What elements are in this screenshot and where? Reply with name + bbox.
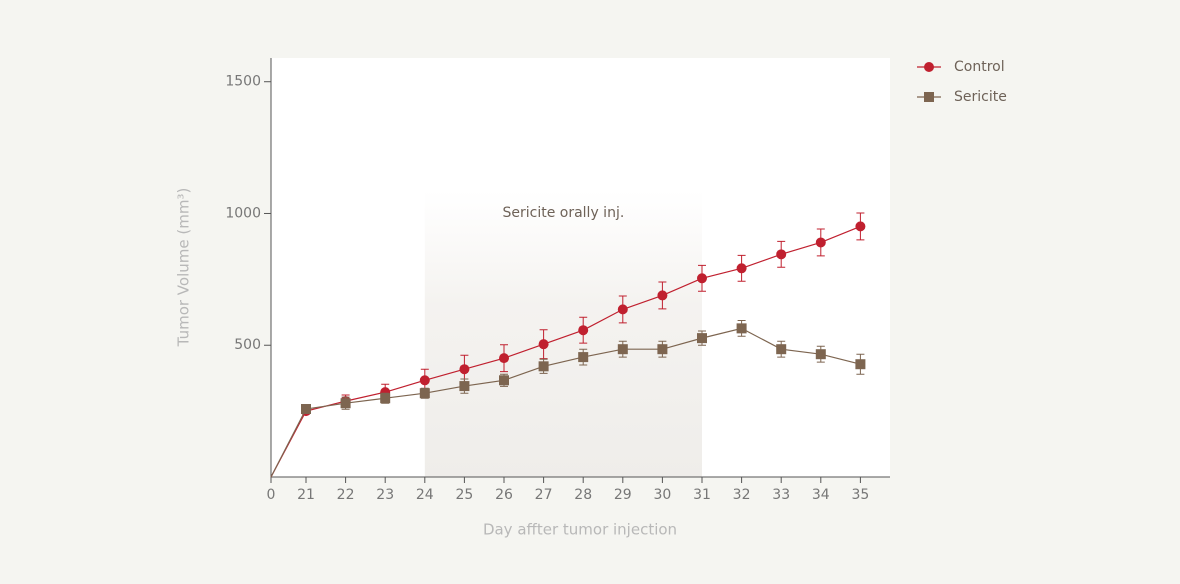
legend-label: Sericite [954,89,1007,105]
data-point [736,263,747,274]
y-axis-label: Tumor Volume (mm³) [175,188,193,348]
data-point [815,237,826,248]
x-tick-label: 28 [574,487,592,503]
data-point [776,249,787,260]
data-point [697,333,707,344]
data-point [776,344,787,355]
data-point [380,393,391,404]
x-tick-label: 25 [455,487,473,503]
x-tick-label: 22 [337,487,355,503]
data-point [855,221,866,232]
x-tick-label: 0 [267,487,276,503]
x-tick-label: 35 [851,487,869,503]
data-point [617,304,628,315]
y-tick-label: 1000 [225,205,261,221]
data-point [697,273,707,284]
data-point [538,339,549,350]
x-tick-label: 26 [495,487,513,503]
x-tick-label: 23 [376,487,394,503]
x-tick-label: 21 [297,487,315,503]
data-point [657,344,668,355]
data-point [301,404,311,415]
data-point [815,349,826,360]
series-line [270,225,861,478]
x-tick-label: 29 [614,487,632,503]
data-point [736,323,747,334]
data-point [499,375,509,386]
legend-label: Control [954,59,1005,75]
data-point [657,290,668,301]
data-point [578,325,589,336]
data-point [538,361,549,372]
data-point [459,381,470,392]
shaded-period [424,190,702,477]
x-tick-label: 31 [693,487,711,503]
y-tick-label: 500 [234,337,261,353]
x-tick-label: 33 [772,487,790,503]
x-tick-label: 24 [416,487,434,503]
legend-marker [924,62,934,72]
x-tick-label: 27 [535,487,553,503]
x-tick-label: 32 [733,487,751,503]
data-point [499,353,509,364]
data-point [419,388,430,399]
legend-marker [924,92,934,102]
data-point [340,398,351,409]
data-point [419,375,430,386]
annotation: Sericite orally inj. [502,205,624,221]
y-tick-label: 1500 [225,74,261,90]
series-line [270,327,861,478]
data-point [855,359,866,370]
x-tick-label: 34 [812,487,830,503]
x-tick-label: 30 [653,487,671,503]
data-point [578,352,589,363]
data-point [617,344,628,355]
data-point [459,364,470,375]
x-axis-label: Day affter tumor injection [483,521,677,539]
